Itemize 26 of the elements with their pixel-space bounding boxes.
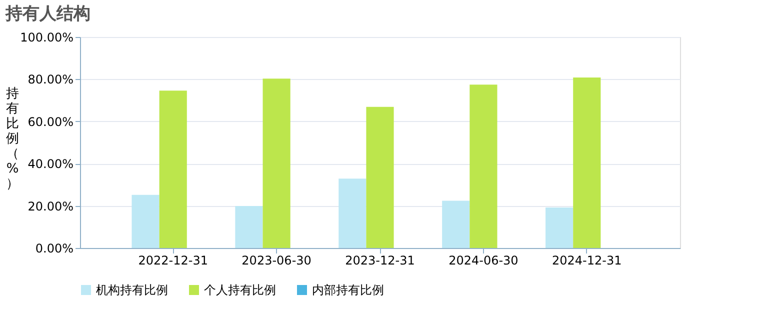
bar	[366, 106, 394, 248]
legend-label: 机构持有比例	[96, 283, 168, 297]
x-tick-label: 2024-06-30	[448, 254, 518, 268]
y-tick-label: 40.00%	[28, 157, 74, 172]
x-tick-label: 2024-12-31	[552, 254, 622, 268]
bar	[573, 78, 601, 248]
y-tick-label: 0.00%	[35, 242, 74, 256]
bar	[442, 200, 470, 248]
x-tick-label: 2023-12-31	[345, 254, 415, 268]
bar	[338, 178, 366, 248]
bar	[132, 194, 160, 248]
x-tick-label: 2022-12-31	[138, 254, 208, 268]
bar	[470, 84, 498, 248]
y-tick-label: 20.00%	[28, 199, 74, 214]
y-tick-label: 100.00%	[20, 30, 74, 44]
bar	[235, 206, 263, 248]
bar	[159, 90, 187, 248]
chart-title: 持有人结构	[4, 4, 90, 24]
bar	[262, 78, 290, 248]
legend-label: 内部持有比例	[312, 283, 384, 297]
y-tick-label: 60.00%	[28, 114, 74, 129]
x-tick-label: 2023-06-30	[242, 254, 312, 268]
bar	[546, 207, 574, 248]
y-tick-label: 80.00%	[28, 72, 74, 87]
legend-label: 个人持有比例	[204, 283, 276, 297]
y-axis-title: 持有比例（%）	[6, 86, 19, 192]
